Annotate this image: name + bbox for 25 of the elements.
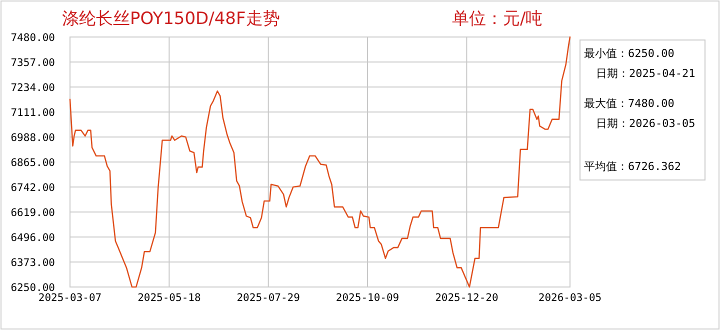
y-tick-label: 7480.00 [10,32,55,44]
x-tick-label: 2025-10-09 [336,292,400,304]
chart-subtitle: 单位：元/吨 [452,9,543,29]
line-series [69,36,571,288]
x-tick-label: 2025-03-07 [38,292,102,304]
y-tick-label: 6742.00 [10,182,55,194]
y-tick-label: 7357.00 [10,57,55,69]
y-tick-label: 7111.00 [10,107,55,119]
chart-title: 涤纶长丝POY150D/48F走势 [62,9,280,29]
y-tick-label: 6250.00 [10,282,55,294]
y-tick-label: 6373.00 [10,257,55,269]
x-tick-label: 2025-07-29 [236,292,300,304]
x-tick-label: 2025-05-18 [138,292,201,304]
text: 日期：2026-03-05 [596,117,696,130]
y-tick-label: 6988.00 [10,132,55,144]
y-tick-label: 6865.00 [10,157,55,169]
y-tick-label: 6619.00 [10,207,55,219]
x-tick-label: 2026-03-05 [538,292,602,304]
y-tick-label: 6496.00 [10,232,55,244]
text: 日期：2025-04-21 [596,67,696,80]
y-tick-label: 7234.00 [10,82,55,94]
x-tick-label: 2025-12-20 [435,292,498,304]
text: 最小值：6250.00 [584,47,674,60]
text: 最大值：7480.00 [584,97,674,110]
text: 平均值：6726.362 [584,160,681,173]
